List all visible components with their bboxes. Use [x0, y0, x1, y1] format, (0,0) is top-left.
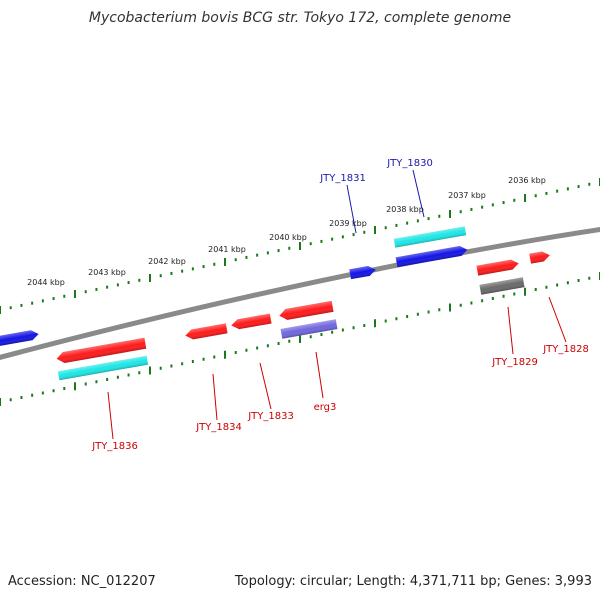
leader-line [259, 362, 272, 410]
gene-label[interactable]: JTY_1836 [91, 441, 138, 452]
gene-label[interactable]: JTY_1831 [319, 173, 366, 184]
scale-label: 2037 kbp [448, 191, 486, 200]
gene-label[interactable]: JTY_1829 [491, 357, 538, 368]
gene-label[interactable]: erg3 [314, 402, 337, 413]
scale-label: 2040 kbp [269, 233, 307, 242]
genome-summary: Topology: circular; Length: 4,371,711 bp… [234, 574, 592, 589]
accession-label: Accession: NC_012207 [8, 574, 156, 589]
gene-label[interactable]: JTY_1830 [386, 158, 433, 169]
leader-line [212, 373, 218, 421]
leader-line [412, 169, 425, 218]
scale-label: 2039 kbp [329, 219, 367, 228]
genome-title: Mycobacterium bovis BCG str. Tokyo 172, … [88, 10, 512, 26]
leader-line [315, 351, 324, 399]
scale-label: 2042 kbp [148, 257, 186, 266]
upper-scale-track [0, 178, 600, 314]
gene-arrow-jty1830-cyan[interactable] [393, 226, 467, 248]
leader-line [346, 184, 357, 234]
gene-arrow-jty1829[interactable] [476, 258, 519, 276]
scale-label: 2038 kbp [386, 205, 424, 214]
gene-label[interactable]: JTY_1834 [195, 422, 242, 433]
leader-line [548, 296, 567, 343]
scale-label: 2041 kbp [208, 245, 246, 254]
gene-arrow-jty1834[interactable] [184, 323, 228, 340]
gene-arrow-erg3-slate[interactable] [280, 319, 338, 339]
gene-arrow-jty1831[interactable] [349, 265, 376, 280]
scale-label: 2044 kbp [27, 278, 65, 287]
scale-label: 2043 kbp [88, 268, 126, 277]
gene-arrow-erg3[interactable] [278, 300, 334, 321]
gene-arrow-jty1829-gray[interactable] [479, 277, 525, 295]
gene-arrow-blue[interactable] [0, 329, 40, 347]
gene-arrow-jty1833[interactable] [230, 313, 272, 331]
leader-line [507, 306, 514, 355]
leader-line [107, 391, 114, 440]
lower-scale-track [0, 272, 600, 406]
gene-label[interactable]: JTY_1833 [247, 411, 294, 422]
gene-label[interactable]: JTY_1828 [542, 344, 589, 355]
gene-arrow-jty1828[interactable] [529, 250, 550, 264]
gene-arrow-jty1836-cyan[interactable] [57, 355, 149, 381]
scale-label: 2036 kbp [508, 176, 546, 185]
genome-backbone [0, 226, 600, 360]
gene-arrow-jty1836[interactable] [56, 337, 147, 364]
gene-arrow-jty1830[interactable] [395, 245, 469, 268]
